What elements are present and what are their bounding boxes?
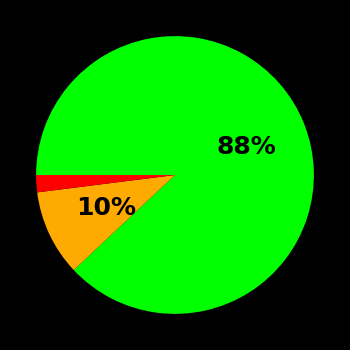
Text: 10%: 10% [76,196,136,219]
Wedge shape [36,36,314,314]
Wedge shape [36,175,175,192]
Text: 88%: 88% [216,135,276,159]
Wedge shape [37,175,175,270]
